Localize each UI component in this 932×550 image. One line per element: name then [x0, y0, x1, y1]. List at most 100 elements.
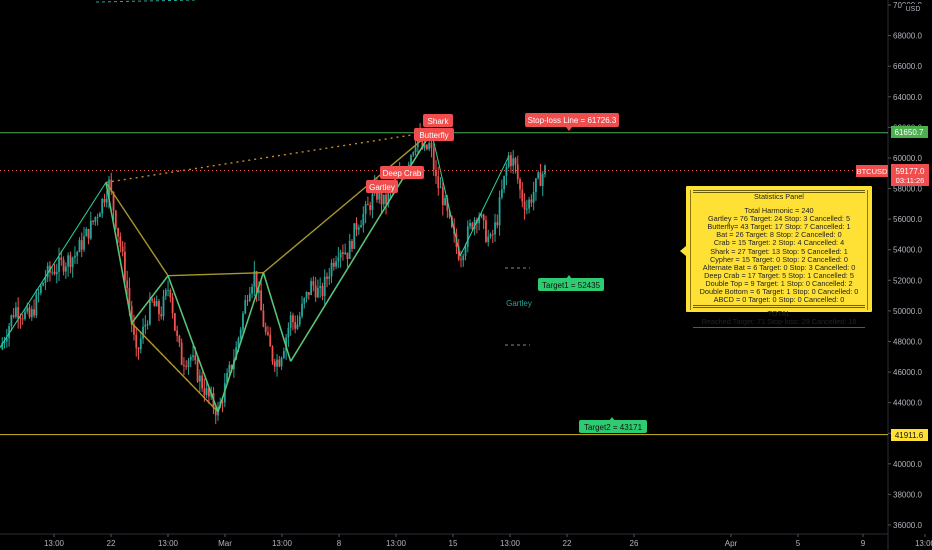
- candle-body: [153, 300, 156, 307]
- candle-body: [421, 134, 424, 149]
- target1-tag[interactable]: Target1 = 52435: [538, 275, 604, 291]
- candle-body: [510, 155, 512, 166]
- y-tick-label: 64000.0: [893, 93, 922, 102]
- x-tick-label: 15: [449, 539, 458, 548]
- candle-body: [180, 342, 183, 365]
- candle-body: [37, 293, 40, 295]
- candle-body: [235, 347, 238, 360]
- candle-body: [135, 334, 138, 348]
- candle-body: [262, 310, 265, 327]
- candle-body: [242, 313, 244, 330]
- candle-body: [294, 322, 297, 329]
- target2-tag[interactable]: Target2 = 43171: [579, 417, 647, 433]
- level-low-badge: 41911.6: [891, 429, 928, 441]
- candle-body: [487, 236, 490, 242]
- candle-body: [60, 257, 63, 260]
- zigzag-leg: [131, 275, 169, 324]
- zigzag-leg: [105, 182, 133, 324]
- candle-body: [110, 179, 113, 193]
- candle-body: [114, 210, 117, 228]
- stats-title: Statistics Panel: [751, 192, 807, 201]
- x-tick-label: 9: [861, 539, 866, 548]
- candle-body: [251, 286, 253, 294]
- y-tick-label: 54000.0: [893, 246, 922, 255]
- candle-body: [282, 351, 285, 358]
- candle-body: [142, 326, 144, 339]
- candle-body: [39, 285, 42, 294]
- candle-body: [414, 147, 417, 153]
- candle-body: [437, 176, 440, 188]
- candle-body: [80, 240, 83, 250]
- currency-badge: USD: [902, 4, 924, 13]
- y-tick-label: 52000.0: [893, 276, 922, 285]
- candle-body: [173, 313, 176, 331]
- candle-body: [537, 172, 540, 179]
- deep-crab-tag[interactable]: Deep Crab: [380, 166, 424, 179]
- zigzag-leg: [262, 272, 292, 362]
- butterfly-tag[interactable]: Butterfly: [414, 128, 454, 141]
- candle-body: [176, 330, 179, 336]
- candle-body: [448, 210, 451, 217]
- candle-body: [521, 189, 524, 202]
- candle-body: [28, 307, 31, 318]
- stats-line: Gartley = 76 Target: 24 Stop: 3 Cancelle…: [707, 215, 851, 224]
- candle-body: [355, 223, 358, 230]
- stop-loss-tag[interactable]: Stop-loss Line = 61726.3: [525, 113, 619, 131]
- candle-body: [162, 296, 165, 317]
- candle-body: [121, 246, 124, 252]
- harmonic-dotted-xd: [105, 131, 432, 184]
- candle-body: [108, 179, 110, 199]
- level-high-badge: 61650.7: [891, 126, 928, 138]
- candle-body: [525, 208, 528, 210]
- candle-body: [128, 287, 131, 307]
- candle-body: [357, 227, 360, 230]
- stats-line: Shark = 27 Target: 13 Stop: 5 Cancelled:…: [710, 247, 848, 256]
- candle-body: [3, 341, 6, 344]
- candle-body: [183, 364, 185, 366]
- candle-body: [96, 216, 99, 218]
- candle-body: [208, 388, 210, 397]
- x-tick-label: 13:00: [500, 539, 521, 548]
- svg-text:USD: USD: [906, 6, 921, 13]
- y-tick-label: 58000.0: [893, 185, 922, 194]
- stop-loss-tag-label: Stop-loss Line = 61726.3: [528, 116, 617, 125]
- candle-body: [432, 148, 435, 170]
- candle-body: [267, 332, 269, 335]
- candle-body: [310, 281, 313, 295]
- candle-body: [471, 223, 474, 230]
- candle-body: [507, 155, 510, 167]
- candle-body: [382, 194, 385, 205]
- candle-body: [466, 226, 469, 247]
- y-tick-label: 66000.0: [893, 62, 922, 71]
- candle-body: [64, 266, 67, 272]
- x-tick-label: 13:00: [158, 539, 179, 548]
- candle-body: [278, 359, 281, 367]
- candle-body: [500, 189, 503, 198]
- candle-body: [101, 198, 104, 214]
- candle-body: [221, 401, 224, 403]
- gartley-tag[interactable]: Gartley: [366, 180, 398, 193]
- candle-body: [196, 360, 199, 382]
- x-tick-label: 13:00: [44, 539, 65, 548]
- candle-body: [276, 359, 278, 367]
- countdown-timer: 03:11:26: [896, 176, 925, 185]
- candle-body: [198, 375, 201, 382]
- candle-body: [160, 314, 163, 317]
- top-dashed-line: [95, 0, 197, 3]
- candle-body: [535, 178, 537, 192]
- candle-body: [144, 324, 147, 327]
- x-tick-label: 13:00: [915, 539, 932, 548]
- candle-body: [323, 276, 326, 296]
- candle-body: [330, 262, 333, 277]
- candle-body: [74, 255, 76, 258]
- stats-total-title: TOTAL: [767, 310, 791, 319]
- candle-body: [87, 228, 90, 239]
- stats-line: Total Harmonic = 240: [744, 207, 814, 216]
- target2-tag-label: Target2 = 43171: [584, 423, 643, 432]
- shark-tag[interactable]: Shark: [423, 114, 453, 127]
- candle-body: [339, 252, 342, 258]
- candle-body: [328, 276, 331, 279]
- y-tick-label: 38000.0: [893, 490, 922, 499]
- candles-layer: [1, 123, 546, 425]
